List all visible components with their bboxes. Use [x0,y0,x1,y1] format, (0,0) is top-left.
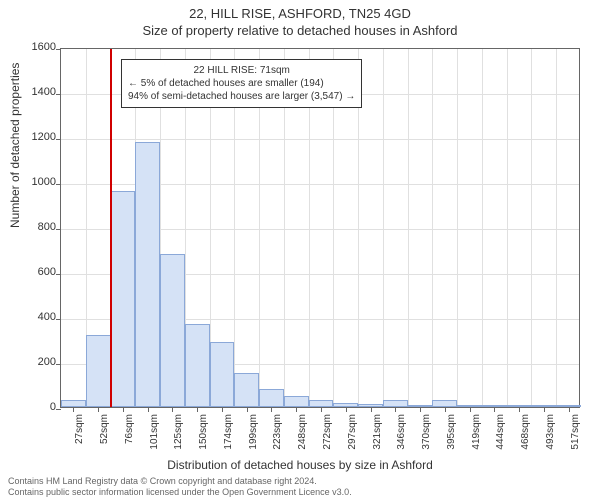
x-tick-mark [371,407,372,412]
y-tick-label: 800 [16,221,56,233]
y-tick-mark [56,319,61,320]
gridline-v [432,49,433,407]
x-tick-label: 297sqm [347,414,358,454]
footer-attribution: Contains HM Land Registry data © Crown c… [8,476,352,498]
y-tick-mark [56,409,61,410]
chart-plot-area: 22 HILL RISE: 71sqm← 5% of detached hous… [60,48,580,408]
y-tick-label: 1200 [16,131,56,143]
x-tick-mark [73,407,74,412]
x-tick-label: 199sqm [248,414,259,454]
histogram-bar [135,142,160,408]
x-tick-mark [98,407,99,412]
x-tick-label: 493sqm [545,414,556,454]
histogram-bar [309,400,334,407]
x-tick-label: 174sqm [223,414,234,454]
histogram-bar [383,400,408,407]
x-tick-mark [222,407,223,412]
x-axis-label: Distribution of detached houses by size … [0,458,600,472]
x-tick-mark [346,407,347,412]
x-tick-mark [494,407,495,412]
gridline-v [383,49,384,407]
y-tick-label: 600 [16,266,56,278]
x-tick-mark [470,407,471,412]
x-tick-mark [123,407,124,412]
title-main: 22, HILL RISE, ASHFORD, TN25 4GD [0,0,600,21]
gridline-h [61,139,579,140]
histogram-bar [86,335,111,407]
property-marker-line [110,49,112,407]
annotation-line-3: 94% of semi-detached houses are larger (… [128,90,355,103]
x-tick-label: 223sqm [272,414,283,454]
footer-line-1: Contains HM Land Registry data © Crown c… [8,476,352,487]
x-tick-mark [197,407,198,412]
y-tick-label: 1400 [16,86,56,98]
y-tick-mark [56,274,61,275]
y-tick-mark [56,229,61,230]
annotation-box: 22 HILL RISE: 71sqm← 5% of detached hous… [121,59,362,108]
gridline-v [507,49,508,407]
histogram-bar [234,373,259,407]
histogram-bar [259,389,284,407]
x-tick-label: 444sqm [495,414,506,454]
chart-container: 22, HILL RISE, ASHFORD, TN25 4GD Size of… [0,0,600,500]
y-tick-label: 0 [16,401,56,413]
x-tick-label: 125sqm [173,414,184,454]
x-tick-mark [569,407,570,412]
x-tick-label: 248sqm [297,414,308,454]
y-tick-label: 1600 [16,41,56,53]
x-tick-mark [395,407,396,412]
y-tick-mark [56,94,61,95]
gridline-v [531,49,532,407]
x-tick-label: 468sqm [520,414,531,454]
x-tick-label: 272sqm [322,414,333,454]
x-tick-mark [544,407,545,412]
histogram-bar [160,254,185,407]
x-tick-mark [148,407,149,412]
histogram-bar [61,400,86,407]
y-tick-label: 200 [16,356,56,368]
annotation-line-2: ← 5% of detached houses are smaller (194… [128,77,355,90]
x-tick-mark [296,407,297,412]
x-tick-label: 52sqm [99,414,110,454]
footer-line-2: Contains public sector information licen… [8,487,352,498]
annotation-line-1: 22 HILL RISE: 71sqm [128,64,355,77]
x-tick-mark [271,407,272,412]
x-tick-label: 321sqm [372,414,383,454]
y-tick-mark [56,184,61,185]
x-tick-mark [172,407,173,412]
x-tick-label: 517sqm [570,414,581,454]
histogram-bar [284,396,309,407]
y-tick-mark [56,139,61,140]
y-tick-label: 1000 [16,176,56,188]
x-tick-label: 395sqm [446,414,457,454]
x-tick-label: 370sqm [421,414,432,454]
y-tick-label: 400 [16,311,56,323]
x-tick-mark [519,407,520,412]
histogram-bar [111,191,136,407]
x-tick-label: 346sqm [396,414,407,454]
histogram-bar [185,324,210,407]
y-tick-mark [56,49,61,50]
x-tick-mark [321,407,322,412]
x-tick-label: 27sqm [74,414,85,454]
x-tick-label: 419sqm [471,414,482,454]
x-tick-mark [445,407,446,412]
x-tick-label: 150sqm [198,414,209,454]
y-tick-mark [56,364,61,365]
x-tick-label: 101sqm [149,414,160,454]
gridline-v [457,49,458,407]
x-tick-mark [247,407,248,412]
x-tick-mark [420,407,421,412]
gridline-v [556,49,557,407]
histogram-bar [210,342,235,407]
x-tick-label: 76sqm [124,414,135,454]
title-sub: Size of property relative to detached ho… [0,21,600,38]
gridline-v [408,49,409,407]
gridline-v [482,49,483,407]
histogram-bar [432,400,457,407]
